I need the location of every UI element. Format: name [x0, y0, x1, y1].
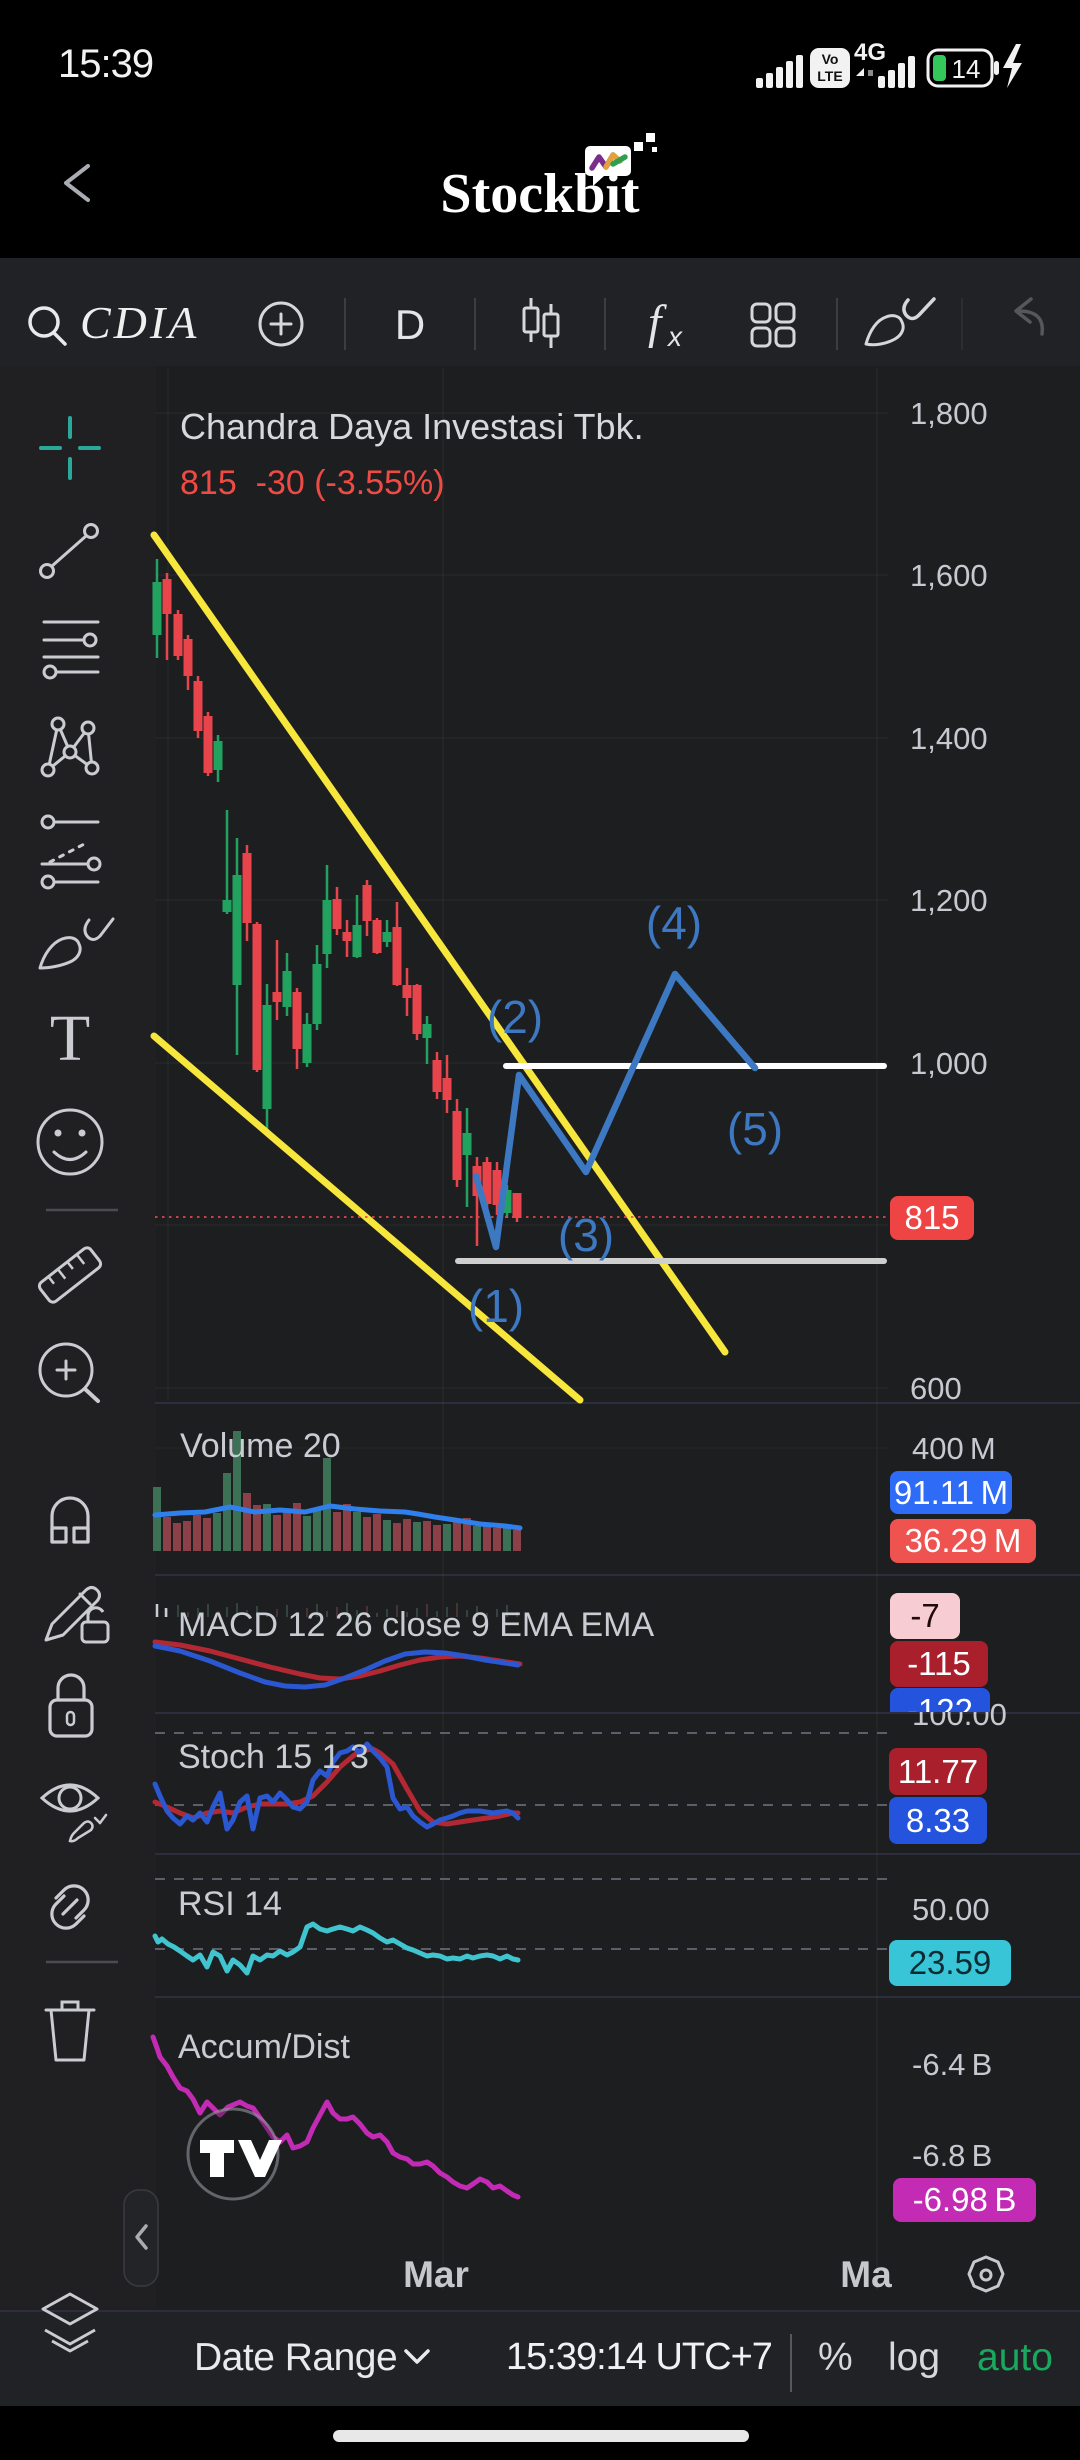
svg-text:(5): (5) — [727, 1103, 783, 1155]
svg-text:T: T — [50, 1002, 90, 1075]
svg-text:(1): (1) — [468, 1280, 524, 1332]
svg-text:D: D — [395, 301, 425, 348]
svg-text:14: 14 — [952, 54, 981, 84]
svg-text:CDIA: CDIA — [80, 297, 199, 348]
svg-text:(4): (4) — [646, 897, 702, 949]
svg-text:(2): (2) — [487, 991, 543, 1043]
svg-text:4G: 4G — [854, 39, 886, 66]
svg-text:(3): (3) — [558, 1209, 614, 1261]
svg-text:LTE: LTE — [817, 68, 842, 84]
svg-text:x: x — [666, 321, 683, 352]
svg-text:Vo: Vo — [822, 51, 839, 67]
